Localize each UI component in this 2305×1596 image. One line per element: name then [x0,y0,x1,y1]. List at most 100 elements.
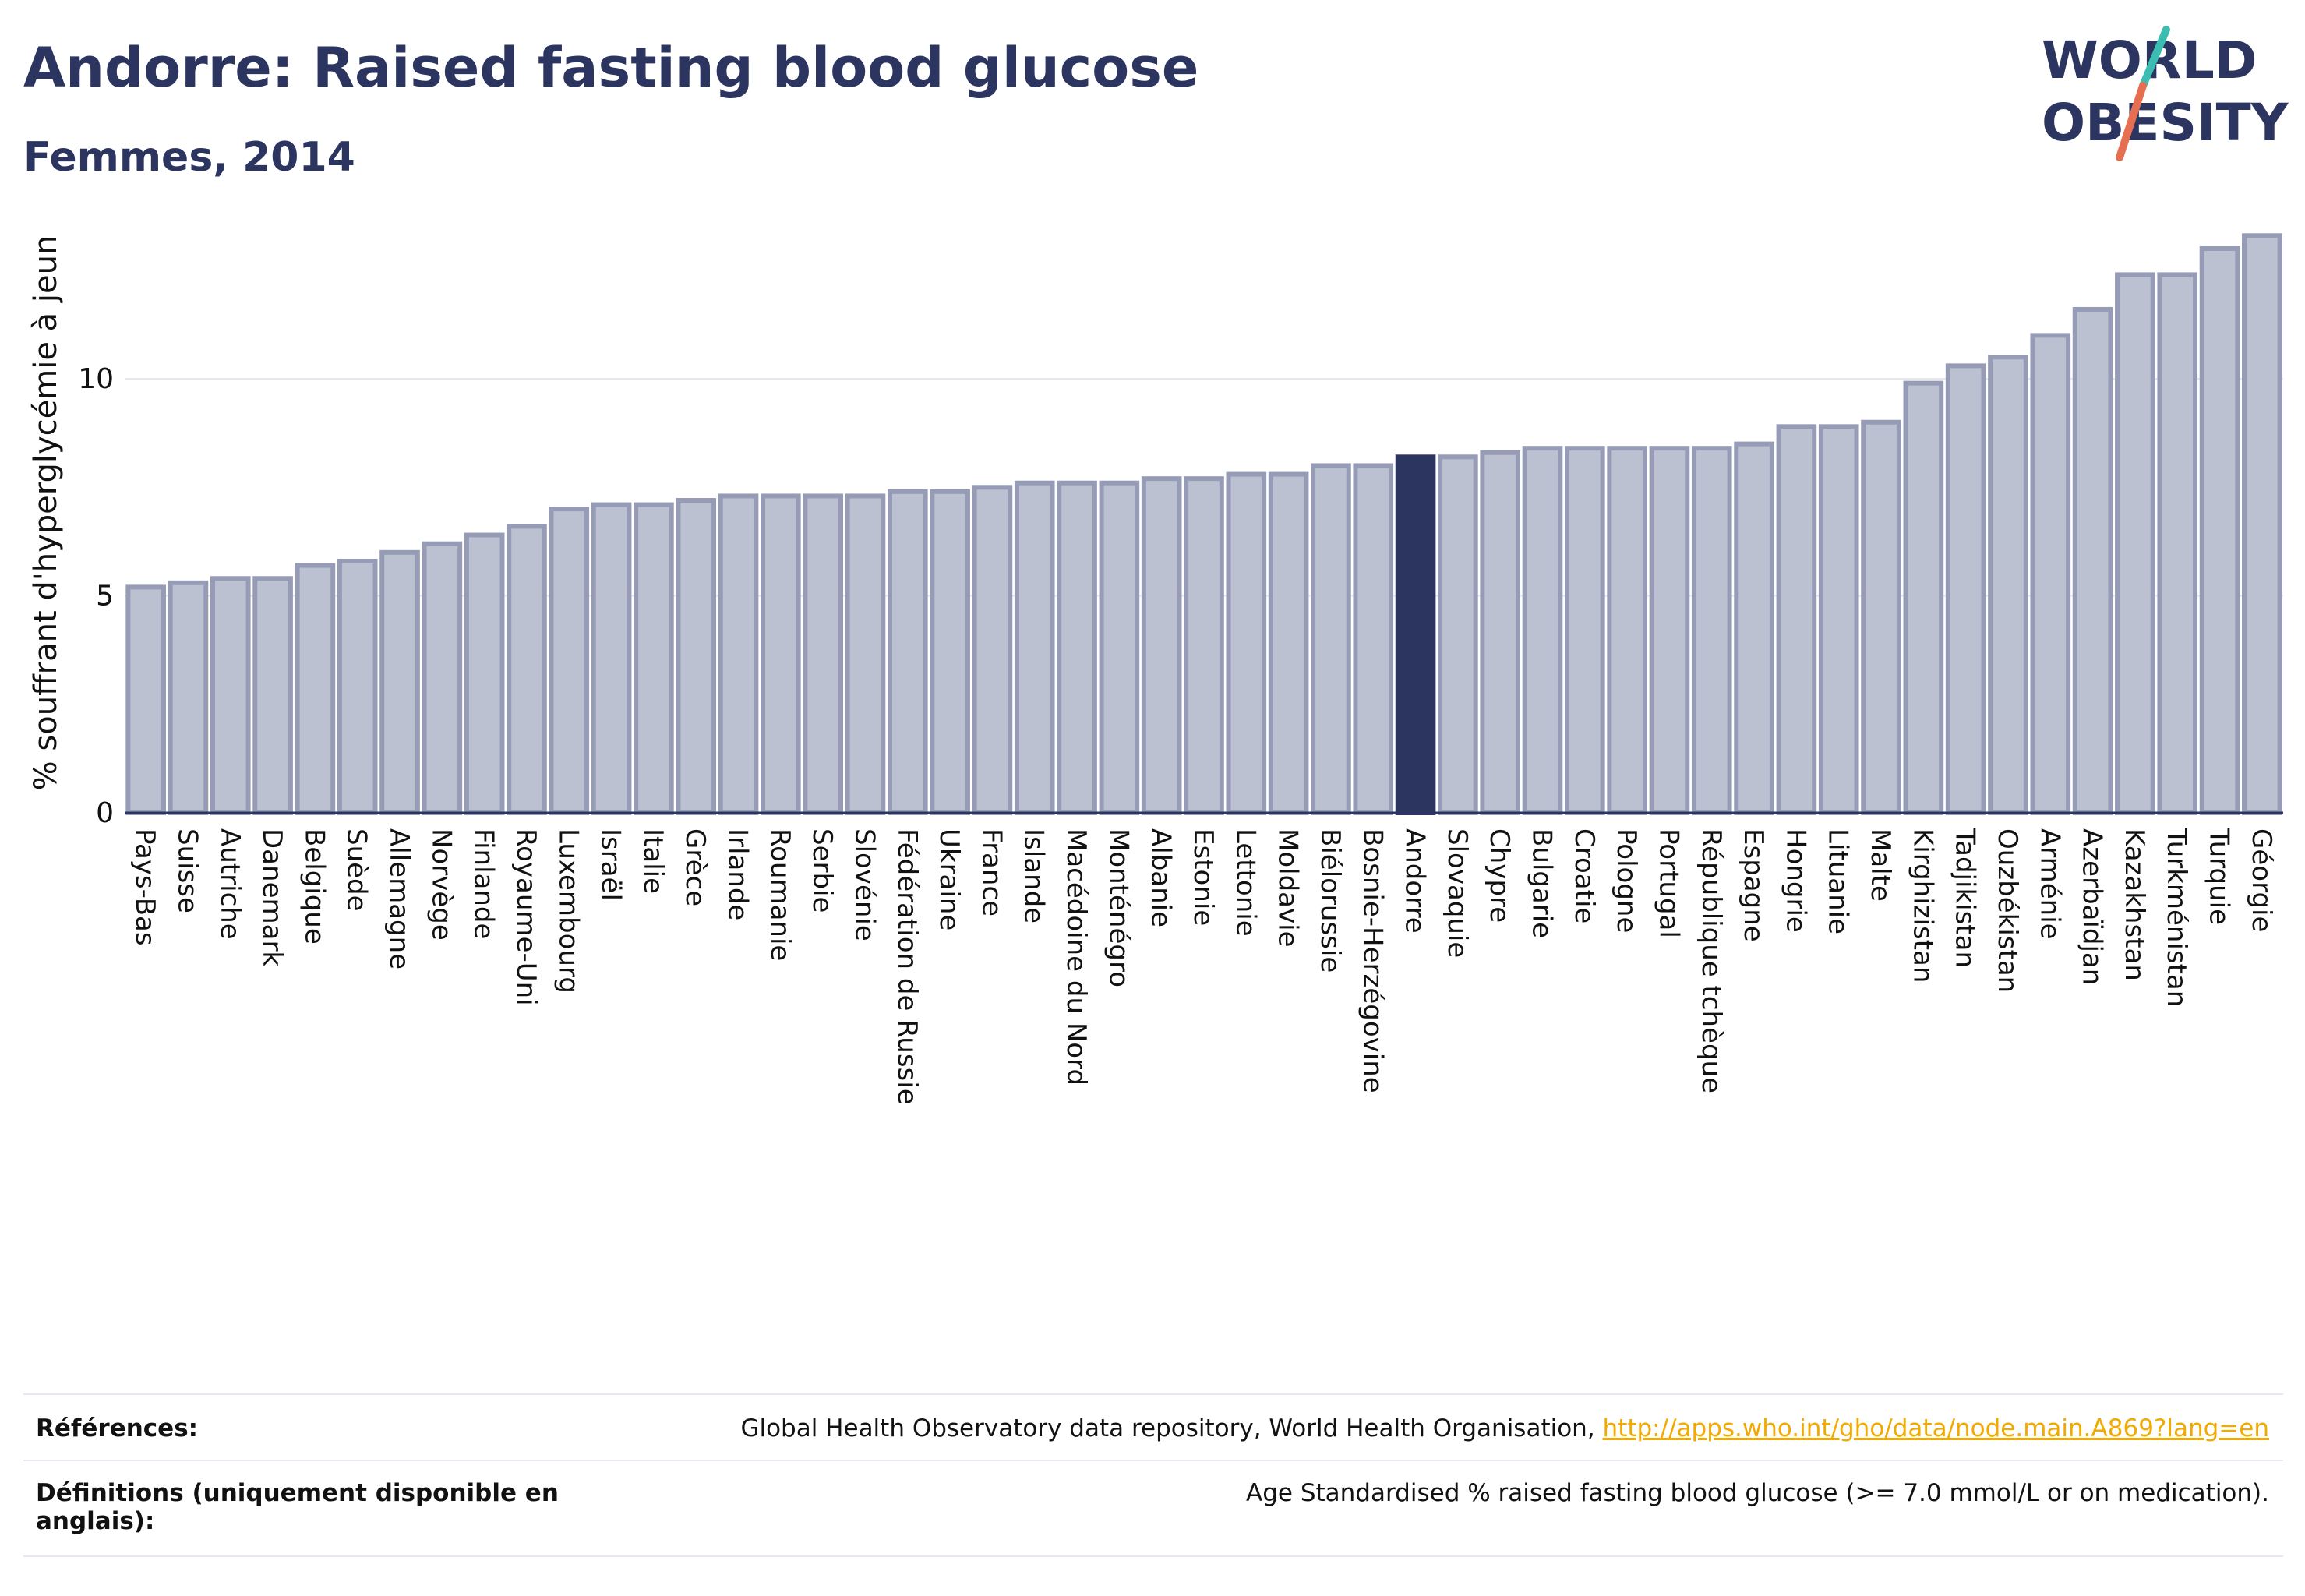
x-tick-label: Chypre [1484,828,1515,923]
x-tick-label: Macédoine du Nord [1061,828,1092,1086]
x-tick-label: Kirghizistan [1907,828,1938,983]
x-tick-label: Arménie [2034,828,2065,940]
bar-ukraine [930,489,970,815]
references-text: Global Health Observatory data repositor… [740,1414,2269,1442]
bars-layer [125,233,2282,816]
bar-ouzbékistan [1988,355,2028,815]
bar-islande [1014,480,1055,815]
bar-tadjikistan [1945,363,1986,815]
x-tick-label: Bosnie-Herzégovine [1357,828,1388,1093]
page-subtitle: Femmes, 2014 [23,134,355,181]
bar-lettonie [1226,471,1267,815]
references-source: Global Health Observatory data repositor… [740,1414,1603,1442]
bar-luxembourg [549,507,590,815]
x-tick-label: Finlande [468,828,499,939]
x-tick-label: Norvège [425,828,457,941]
bar-arménie [2030,333,2071,815]
x-tick-label: Grèce [679,828,711,906]
bar-kirghizistan [1903,380,1944,816]
bar-lituanie [1818,424,1859,816]
bar-portugal [1649,446,1690,815]
bar-norvège [422,541,463,815]
bar-malte [1861,419,1901,815]
bar-grèce [676,498,717,816]
bar-estonie [1184,476,1224,815]
bar-suisse [168,580,209,815]
page-title: Andorre: Raised fasting blood glucose [23,36,1199,100]
x-tick-label: Hongrie [1780,828,1811,933]
x-tick-label: Ukraine [934,828,965,930]
x-tick-label: Turkménistan [2161,828,2192,1007]
x-tick-label: Espagne [1738,828,1769,942]
logo-slash-coral [2116,82,2147,161]
bar-royaume-uni [507,524,547,815]
x-tick-label: Biélorussie [1315,828,1346,973]
references-link[interactable]: http://apps.who.int/gho/data/node.main.A… [1602,1414,2269,1442]
x-tick-label: Tadjikistan [1950,828,1981,968]
bar-belgique [295,563,336,815]
bar-chypre [1480,450,1521,815]
x-tick-label: Géorgie [2246,828,2277,932]
bar-espagne [1734,441,1774,815]
x-tick-label: Estonie [1188,828,1219,926]
x-tick-label: Danemark [256,828,288,966]
bar-andorre [1395,454,1436,815]
x-tick-label: Italie [637,828,669,894]
bar-finlande [464,532,505,816]
bar-azerbaïdjan [2072,306,2113,816]
y-tick-label: 5 [96,581,114,613]
y-tick-label: 10 [78,363,114,395]
y-axis-label: % souffrant d'hyperglycémie à jeun [28,235,64,791]
x-tick-label: Serbie [807,828,838,913]
x-tick-label: Ouzbékistan [1992,828,2023,993]
footer-divider-top [23,1393,2283,1395]
x-tick-label: Roumanie [764,828,796,961]
x-tick-label: Allemagne [383,828,415,969]
logo-slash-teal [2139,26,2170,90]
x-tick-label: Monténégro [1103,828,1134,987]
x-tick-label: Suède [341,828,372,912]
axis-layer: 0 5 10 Pays-Bas Suisse Autriche Danemark Belgiq… [78,363,2283,1105]
bar-turkménistan [2157,272,2198,815]
references-label: Références: [36,1414,199,1442]
bar-chart: 0 5 10 Pays-Bas Suisse Autriche Danemark Belgiq… [28,233,2283,1105]
y-tick-label: 0 [96,797,114,829]
bar-suède [337,558,378,815]
x-tick-label: Lettonie [1230,828,1261,937]
bar-italie [634,502,674,816]
x-tick-label: Royaume-Uni [510,828,542,1006]
x-tick-label: Malte [1865,828,1896,902]
x-tick-label: Autriche [214,828,245,940]
x-tick-label: Luxembourg [552,828,584,994]
bar-hongrie [1776,424,1817,816]
bar-serbie [803,493,843,815]
bar-macédoine-du-nord [1057,480,1097,815]
bar-bosnie-herzégovine [1353,463,1394,816]
bar-slovénie [845,493,886,815]
x-tick-label: Andorre [1400,828,1431,934]
x-tick-label: Turquie [2204,828,2235,925]
bar-slovaquie [1438,454,1478,815]
footer-divider-bottom [23,1555,2283,1557]
x-tick-label: Israël [595,828,627,901]
bar-kazakhstan [2115,272,2155,815]
bar-république-tchèque [1691,446,1732,815]
x-tick-label: Islande [1018,828,1050,923]
x-tick-label: Belgique [298,828,330,945]
bar-roumanie [761,493,801,815]
x-tick-label: Bulgarie [1527,828,1558,938]
x-tick-label: Suisse [171,828,203,913]
x-tick-label: Kazakhstan [2119,828,2150,981]
x-tick-label: Slovénie [849,828,880,941]
bar-monténégro [1099,480,1140,815]
bar-autriche [210,576,251,816]
bar-biélorussie [1311,463,1351,816]
bar-pays-bas [125,584,166,815]
x-tick-label: Pays-Bas [129,828,161,946]
bar-géorgie [2242,233,2282,816]
x-tick-label: Pologne [1611,828,1642,933]
definitions-label: Définitions (uniquement disponible en an… [36,1479,559,1535]
bar-israël [591,502,632,816]
x-tick-label: Irlande [722,828,754,920]
x-tick-label: Croatie [1569,828,1600,923]
